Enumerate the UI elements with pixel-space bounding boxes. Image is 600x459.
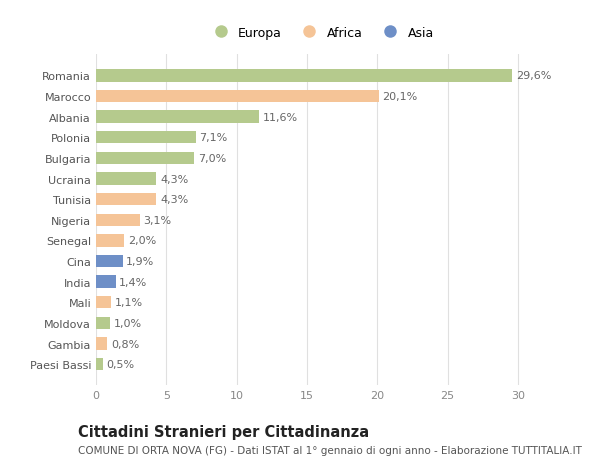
Text: 1,1%: 1,1%	[115, 297, 143, 308]
Text: 7,0%: 7,0%	[198, 154, 226, 163]
Text: 7,1%: 7,1%	[199, 133, 227, 143]
Bar	[96, 358, 103, 370]
Bar	[96, 132, 196, 144]
Text: COMUNE DI ORTA NOVA (FG) - Dati ISTAT al 1° gennaio di ogni anno - Elaborazione : COMUNE DI ORTA NOVA (FG) - Dati ISTAT al…	[78, 445, 582, 455]
Text: 1,4%: 1,4%	[119, 277, 148, 287]
Bar	[96, 297, 112, 309]
Text: 4,3%: 4,3%	[160, 174, 188, 184]
Text: Cittadini Stranieri per Cittadinanza: Cittadini Stranieri per Cittadinanza	[78, 425, 369, 440]
Text: 1,9%: 1,9%	[126, 257, 154, 267]
Bar	[96, 317, 110, 330]
Bar	[96, 173, 157, 185]
Bar	[96, 194, 157, 206]
Bar	[96, 255, 123, 268]
Text: 0,5%: 0,5%	[107, 359, 134, 369]
Text: 2,0%: 2,0%	[128, 236, 156, 246]
Bar	[96, 91, 379, 103]
Text: 0,8%: 0,8%	[111, 339, 139, 349]
Text: 4,3%: 4,3%	[160, 195, 188, 205]
Bar	[96, 70, 512, 83]
Text: 20,1%: 20,1%	[382, 92, 418, 102]
Bar	[96, 338, 107, 350]
Text: 11,6%: 11,6%	[263, 112, 298, 123]
Legend: Europa, Africa, Asia: Europa, Africa, Asia	[203, 22, 439, 45]
Bar	[96, 111, 259, 123]
Text: 29,6%: 29,6%	[516, 71, 551, 81]
Bar	[96, 214, 140, 226]
Text: 1,0%: 1,0%	[113, 318, 142, 328]
Bar	[96, 235, 124, 247]
Bar	[96, 152, 194, 165]
Text: 3,1%: 3,1%	[143, 215, 171, 225]
Bar	[96, 276, 116, 288]
